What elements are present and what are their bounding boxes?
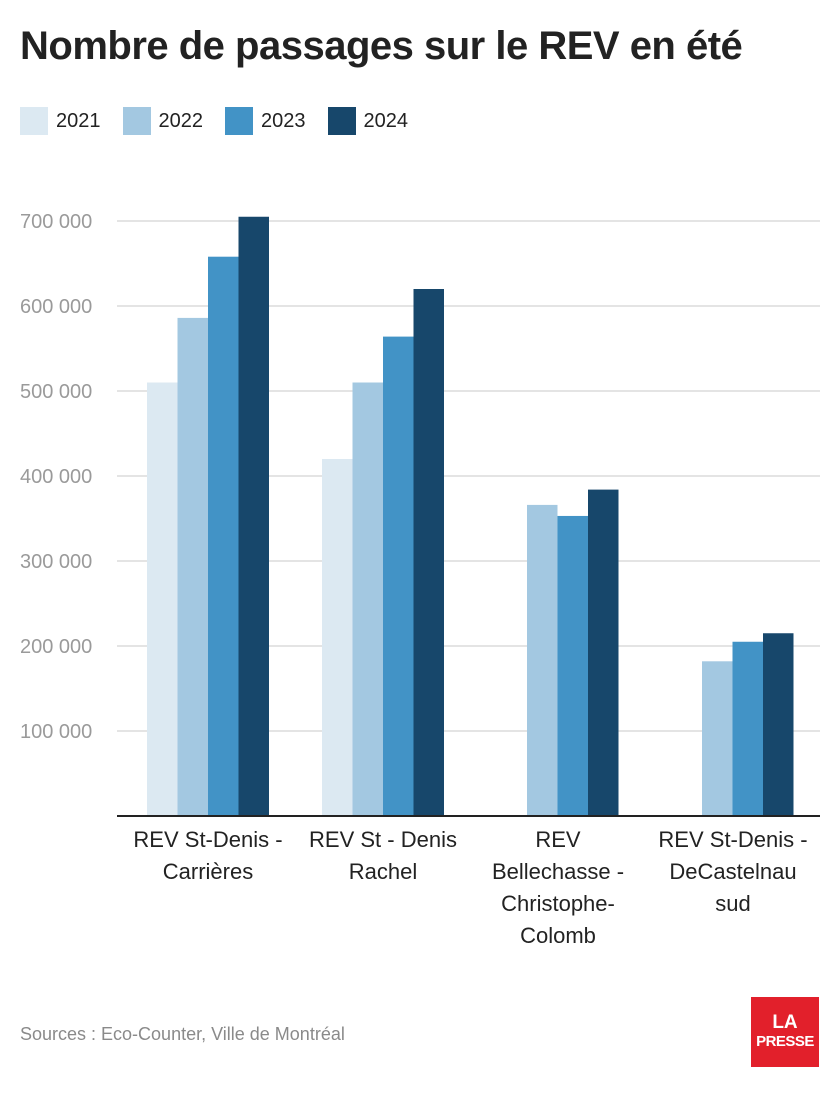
x-category-label-line: Colomb <box>520 923 596 948</box>
legend-swatch <box>225 107 253 135</box>
legend-item-2023: 2023 <box>225 107 306 135</box>
bar-2024-2 <box>413 289 444 816</box>
chart-title: Nombre de passages sur le REV en été <box>20 24 743 68</box>
legend-label: 2022 <box>158 109 204 132</box>
bar-2023-1 <box>208 256 239 816</box>
x-category-label-line: Bellechasse - <box>492 859 624 884</box>
x-category-label: REV St - Denis Rachel <box>309 827 457 884</box>
legend-swatch <box>122 107 151 135</box>
la-presse-logo: LA PRESSE <box>751 997 819 1067</box>
x-category-label-line: Rachel <box>349 859 417 884</box>
legend-item-2021: 2021 <box>20 107 101 135</box>
legend-label: 2021 <box>56 109 101 132</box>
y-tick-label: 400 000 <box>20 466 92 488</box>
x-category-label: REV St-Denis - DeCastelnau sud <box>658 827 807 916</box>
x-category-label: REV St-Denis - Carrières <box>133 827 282 884</box>
x-category-label: REV Bellechasse - Christophe- Colomb <box>492 827 624 948</box>
bar-2023-3 <box>557 515 588 816</box>
x-category-label-line: DeCastelnau <box>669 859 796 884</box>
legend-item-2022: 2022 <box>122 107 204 135</box>
y-tick-label: 100 000 <box>20 721 92 743</box>
legend: 2021 2022 2023 2024 <box>20 107 430 135</box>
x-category-label-line: REV St-Denis - <box>133 827 282 852</box>
x-category-label-line: Carrières <box>163 859 253 884</box>
x-category-label-line: REV St - Denis <box>309 827 457 852</box>
legend-label: 2023 <box>261 109 306 132</box>
bar-2024-4 <box>763 633 794 816</box>
y-tick-label: 500 000 <box>20 381 92 403</box>
y-tick-label: 700 000 <box>20 211 92 233</box>
y-tick-label: 300 000 <box>20 551 92 573</box>
bar-2021-2 <box>322 459 353 816</box>
bar-2022-4 <box>702 661 733 816</box>
bar-2024-3 <box>588 489 619 816</box>
legend-swatch <box>20 107 48 135</box>
x-category-label-line: sud <box>715 891 750 916</box>
bar-2023-4 <box>732 641 763 816</box>
bar-2022-2 <box>352 382 383 816</box>
logo-line-2: PRESSE <box>756 1033 814 1050</box>
bar-2023-2 <box>383 336 414 816</box>
x-category-label-line: REV <box>535 827 581 852</box>
y-tick-label: 200 000 <box>20 636 92 658</box>
bar-2022-1 <box>177 317 208 816</box>
bar-2022-3 <box>527 504 558 816</box>
logo-line-1: LA <box>772 1012 798 1033</box>
legend-label: 2024 <box>363 109 409 132</box>
x-category-label-line: REV St-Denis - <box>658 827 807 852</box>
legend-item-2024: 2024 <box>327 107 409 135</box>
bar-2024-1 <box>238 216 269 816</box>
bar-2021-1 <box>147 382 178 816</box>
source-note: Sources : Eco-Counter, Ville de Montréal <box>20 1024 345 1044</box>
y-tick-label: 600 000 <box>20 296 92 318</box>
bar-chart: 100 000 200 000 300 000 400 000 500 000 600 0… <box>20 211 820 948</box>
legend-swatch <box>327 107 356 135</box>
x-category-label-line: Christophe- <box>501 891 615 916</box>
